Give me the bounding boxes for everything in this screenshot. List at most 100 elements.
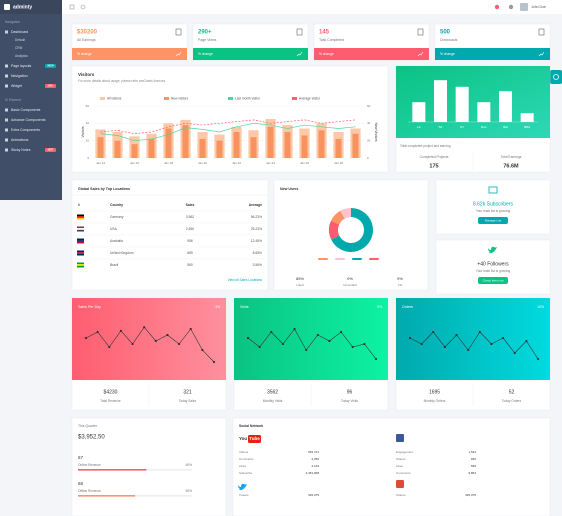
point	[84, 336, 88, 340]
column-header: #	[78, 203, 80, 207]
menu-item[interactable]: Widget	[11, 84, 22, 88]
y-tick-label: 40	[86, 121, 90, 125]
stat-value: 85%	[296, 276, 304, 281]
stat-footer-text: % change	[319, 52, 334, 56]
menu-item[interactable]: Extra Components	[11, 128, 40, 132]
stat-value: 145	[319, 30, 330, 36]
notification-icon[interactable]	[494, 4, 500, 10]
menu-badge-text: NEW	[47, 64, 54, 68]
menu-item[interactable]: Animations	[11, 138, 29, 142]
flag	[77, 240, 84, 242]
card	[232, 417, 551, 516]
menu-toggle[interactable]	[69, 4, 75, 10]
stat-value: 0%	[347, 276, 353, 281]
card-text: Your main list is growing	[476, 269, 510, 273]
point	[490, 342, 493, 346]
point	[513, 351, 516, 355]
point	[408, 336, 412, 340]
submenu-item[interactable]: Default	[15, 38, 25, 42]
y2-tick-label: 0	[367, 156, 369, 160]
submenu-item[interactable]: CRM	[15, 46, 23, 50]
card-text: Your main list is growing	[476, 209, 510, 213]
trend-icon	[538, 51, 545, 57]
user-name[interactable]: John Doe	[531, 5, 546, 9]
point	[316, 333, 319, 337]
legend-pill	[369, 258, 379, 260]
stat-label: Liked	[296, 283, 304, 287]
y-tick-label: 20	[86, 138, 90, 142]
menu-icon	[5, 138, 8, 142]
card-value: 8.62k Subscribers	[473, 201, 514, 207]
point	[212, 360, 216, 364]
bar	[216, 140, 223, 158]
menu-item[interactable]: Sticky Notes	[11, 148, 31, 152]
settings-button[interactable]	[550, 70, 562, 84]
button[interactable]	[478, 217, 508, 224]
column-header: Average	[249, 203, 262, 207]
stat-label: All Earnings	[77, 38, 96, 42]
menu-item[interactable]: Basic Components	[11, 108, 41, 112]
point	[328, 339, 331, 343]
button[interactable]	[478, 277, 508, 284]
chat-icon[interactable]	[508, 4, 514, 10]
bar	[520, 113, 534, 122]
avatar[interactable]	[520, 3, 528, 11]
cell: Brazil	[110, 263, 119, 267]
bar	[131, 144, 138, 158]
menu-item[interactable]: Page layouts	[11, 64, 31, 68]
point	[166, 333, 169, 337]
stat-label: Fill	[398, 283, 402, 287]
point	[467, 348, 470, 352]
x-tick-label: BRA	[524, 125, 530, 129]
bar	[335, 138, 342, 158]
x-tick-label: SF	[439, 125, 443, 129]
change-label: 10%	[537, 305, 544, 309]
progress-bar	[78, 495, 135, 497]
x-tick-label: Bat	[503, 125, 508, 129]
menu-icon	[5, 118, 8, 122]
legend-pill	[335, 258, 345, 260]
point	[420, 342, 423, 346]
google-icon	[396, 480, 404, 488]
button-text[interactable]: Check them out	[482, 278, 503, 282]
bar	[455, 86, 469, 122]
menu-item[interactable]: Advance Components	[11, 118, 46, 122]
point	[189, 327, 192, 331]
menu-item[interactable]: Dashboard	[11, 30, 28, 34]
menu-icon	[5, 84, 8, 88]
stat-value: 76.6M	[503, 163, 519, 169]
caption: Total completed project and earning	[400, 144, 451, 148]
menu-icon	[5, 74, 8, 78]
stat-footer-text: % change	[198, 52, 213, 56]
stat-label: Total Earnings	[501, 155, 522, 159]
flag	[77, 252, 84, 254]
stat-label: Today Sales	[179, 399, 197, 403]
change-label: 9%	[377, 305, 382, 309]
social-value: 325,075	[465, 493, 476, 497]
stat-value: 1695	[429, 389, 440, 395]
button-text[interactable]: Manage List	[485, 218, 502, 222]
line	[247, 328, 377, 360]
point	[432, 330, 435, 334]
card	[273, 179, 429, 291]
sidebar	[0, 0, 62, 200]
stat-footer	[193, 48, 308, 60]
point	[270, 330, 273, 334]
point	[131, 342, 134, 346]
card-title: Orders	[402, 305, 413, 309]
topbar	[0, 0, 562, 14]
search-icon[interactable]	[80, 4, 86, 10]
menu-item[interactable]: Navigation	[11, 74, 28, 78]
stat-label: Page Views	[198, 38, 217, 42]
line	[409, 331, 539, 360]
stat-footer	[72, 48, 187, 60]
link[interactable]: View all Sales Locations	[228, 278, 263, 282]
submenu-item[interactable]: Analytics	[15, 54, 28, 58]
youtube-logo: You	[239, 436, 247, 441]
point	[119, 329, 123, 332]
point	[154, 339, 157, 343]
legend-swatch	[100, 97, 105, 100]
y2-tick-label: 60	[367, 104, 371, 108]
legend-pill	[318, 258, 328, 260]
